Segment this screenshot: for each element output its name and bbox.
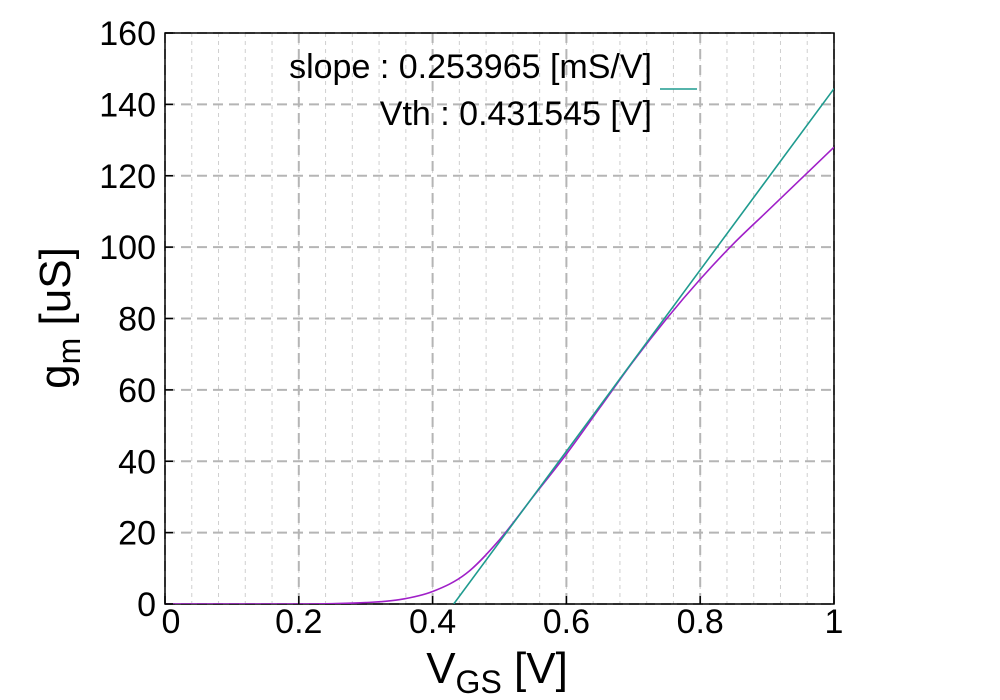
x-tick-label: 0.2	[275, 603, 322, 641]
y-tick-label: 100	[99, 229, 156, 267]
y-axis-label: gm [uS]	[31, 247, 87, 389]
y-tick-label: 0	[137, 586, 156, 624]
x-tick-label: 1	[825, 603, 844, 641]
x-tick-label: 0	[162, 603, 181, 641]
x-axis-label-main: V	[426, 644, 456, 693]
legend: slope : 0.253965 [mS/V] Vth : 0.431545 […	[289, 48, 697, 133]
y-axis-label-main: g	[31, 364, 80, 388]
y-tick-label: 40	[118, 443, 156, 481]
y-tick-label: 140	[99, 86, 156, 124]
x-tick-labels: 0 0.2 0.4 0.6 0.8 1	[162, 596, 844, 641]
series-layer	[165, 88, 834, 604]
gm-curve	[165, 146, 834, 604]
y-tick-labels: 0 20 40 60 80 100 120 140 160	[99, 15, 173, 624]
legend-slope-text: slope : 0.253965 [mS/V]	[289, 48, 652, 86]
x-tick-label: 0.6	[543, 603, 590, 641]
y-tick-label: 80	[118, 301, 156, 339]
legend-vth-text: Vth : 0.431545 [V]	[380, 95, 652, 133]
x-axis-label-unit: [V]	[502, 644, 568, 693]
y-tick-label: 20	[118, 515, 156, 553]
x-tick-label: 0.4	[409, 603, 456, 641]
x-axis-label: VGS [V]	[426, 644, 568, 700]
y-axis-label-sub: m	[51, 338, 87, 365]
y-axis-label-unit: [uS]	[31, 247, 80, 338]
x-axis-label-sub: GS	[456, 664, 502, 700]
x-tick-label: 0.8	[677, 603, 724, 641]
grid	[164, 32, 835, 605]
fit-line	[453, 88, 834, 604]
y-tick-label: 160	[99, 15, 156, 53]
y-tick-label: 60	[118, 372, 156, 410]
y-tick-label: 120	[99, 158, 156, 196]
